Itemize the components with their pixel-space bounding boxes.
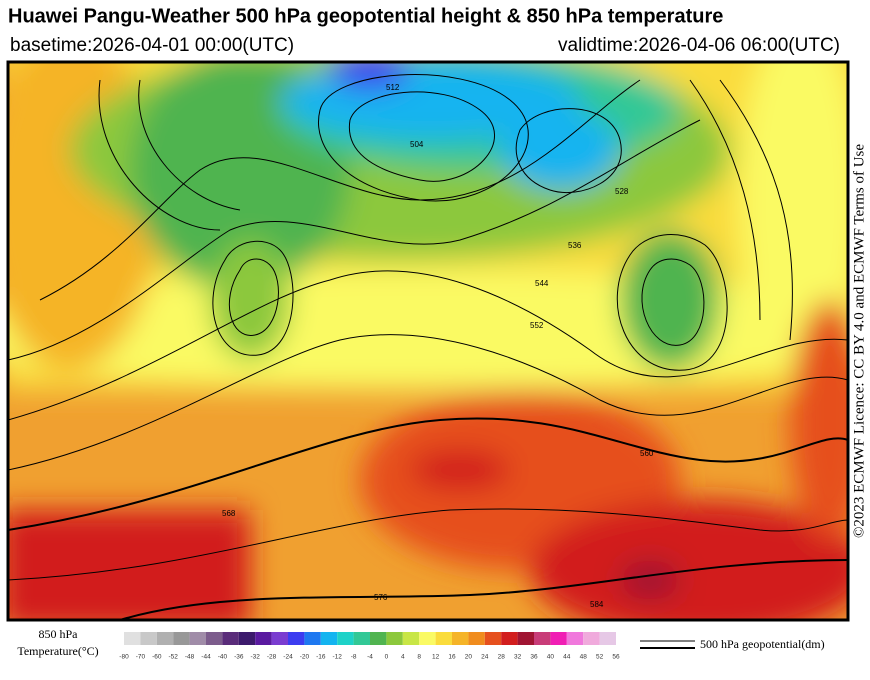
- colorbar-swatch: [353, 632, 370, 645]
- colorbar-swatch: [189, 632, 206, 645]
- colorbar-tick-label: 4: [401, 654, 405, 661]
- colorbar-tick-label: -12: [332, 654, 342, 661]
- colorbar-tick-label: -52: [168, 654, 178, 661]
- colorbar-tick-label: -70: [136, 654, 146, 661]
- colorbar-swatch: [468, 632, 485, 645]
- colorbar-swatch: [288, 632, 305, 645]
- colorbar-tick-label: -32: [250, 654, 260, 661]
- colorbar-swatch: [140, 632, 157, 645]
- colorbar-swatch: [402, 632, 420, 645]
- contour-label: 536: [568, 241, 582, 250]
- contour-label: 528: [615, 187, 629, 196]
- colorbar-tick-label: 36: [530, 654, 538, 661]
- colorbar-tick-label: -24: [283, 654, 293, 661]
- colorbar-tick-label: -40: [218, 654, 228, 661]
- colorbar-tick-label: 16: [448, 654, 456, 661]
- colorbar-tick-label: 20: [465, 654, 473, 661]
- contour-label: 504: [410, 140, 424, 149]
- geopotential-contours: [8, 74, 848, 620]
- colorbar-swatch: [156, 632, 174, 645]
- colorbar-swatch: [599, 632, 616, 645]
- colorbar-swatch: [484, 632, 502, 645]
- colorbar-swatch: [534, 632, 551, 645]
- colorbar-swatch: [271, 632, 288, 645]
- colorbar-tick-label: 8: [417, 654, 421, 661]
- colorbar-swatch: [386, 632, 403, 645]
- title: Huawei Pangu-Weather 500 hPa geopotentia…: [8, 5, 723, 27]
- contour-label: 512: [386, 83, 400, 92]
- colorbar-subtitle: Temperature(°C): [17, 644, 98, 658]
- colorbar-tick-label: -16: [316, 654, 326, 661]
- colorbar-tick-label: 28: [498, 654, 506, 661]
- colorbar-tick-label: -60: [152, 654, 162, 661]
- colorbar-tick-label: -36: [234, 654, 244, 661]
- colorbar-swatch: [583, 632, 600, 645]
- legend-label: 500 hPa geopotential(dm): [700, 637, 825, 651]
- contour-label: 552: [530, 321, 544, 330]
- colorbar-swatch: [255, 632, 272, 645]
- colorbar-swatch: [501, 632, 518, 645]
- map-frame: [6, 60, 850, 622]
- colorbar-swatch: [566, 632, 584, 645]
- colorbar-tick-label: -4: [367, 654, 373, 661]
- colorbar-tick-label: -44: [201, 654, 211, 661]
- contour-label: 544: [535, 279, 549, 288]
- temperature-field: [8, 62, 848, 620]
- contour-label: 576: [374, 593, 388, 602]
- colorbar-swatch: [435, 632, 452, 645]
- colorbar-tick-label: 32: [514, 654, 522, 661]
- colorbar-swatch: [206, 632, 223, 645]
- colorbar-title: 850 hPa: [39, 627, 79, 641]
- colorbar-swatch: [238, 632, 256, 645]
- contour-labels: 512 504 528 536 544 552 560 568 576 584: [222, 83, 654, 609]
- colorbar-swatch: [452, 632, 469, 645]
- colorbar-swatch: [304, 632, 321, 645]
- colorbar-swatch: [370, 632, 387, 645]
- colorbar-swatch: [173, 632, 190, 645]
- contour-label: 560: [640, 449, 654, 458]
- colorbar-tick-label: 24: [481, 654, 489, 661]
- colorbar-tick-label: -8: [351, 654, 357, 661]
- colorbar-swatch: [222, 632, 239, 645]
- contour-label: 584: [590, 600, 604, 609]
- colorbar-swatch: [337, 632, 354, 645]
- basetime: basetime:2026-04-01 00:00(UTC): [10, 35, 294, 56]
- validtime: validtime:2026-04-06 06:00(UTC): [558, 35, 840, 56]
- colorbar-tick-label: 12: [432, 654, 440, 661]
- colorbar-swatch: [419, 632, 436, 645]
- licence: ©2023 ECMWF Licence: CC BY 4.0 and ECMWF…: [851, 144, 867, 538]
- colorbar-tick-label: -48: [185, 654, 195, 661]
- colorbar-tick-label: 56: [612, 654, 620, 661]
- colorbar-tick-label: 48: [580, 654, 588, 661]
- colorbar-tick-label: -80: [119, 654, 129, 661]
- contour-label: 568: [222, 509, 236, 518]
- colorbar-tick-label: 0: [385, 654, 389, 661]
- colorbar-swatch: [517, 632, 534, 645]
- colorbar-swatch: [124, 632, 141, 645]
- colorbar-tick-label: 40: [547, 654, 555, 661]
- colorbar-tick-label: 44: [563, 654, 571, 661]
- colorbar: -80 -70 -60 -52 -48 -44 -40 -36 -32 -28 -24 -20 -16-…: [119, 632, 620, 661]
- map: 512 504 528 536 544 552 560 568 576 584: [8, 62, 848, 620]
- colorbar-swatch: [550, 632, 567, 645]
- colorbar-tick-label: -28: [267, 654, 277, 661]
- colorbar-tick-label: -20: [300, 654, 310, 661]
- colorbar-tick-label: 52: [596, 654, 604, 661]
- colorbar-swatch: [320, 632, 338, 645]
